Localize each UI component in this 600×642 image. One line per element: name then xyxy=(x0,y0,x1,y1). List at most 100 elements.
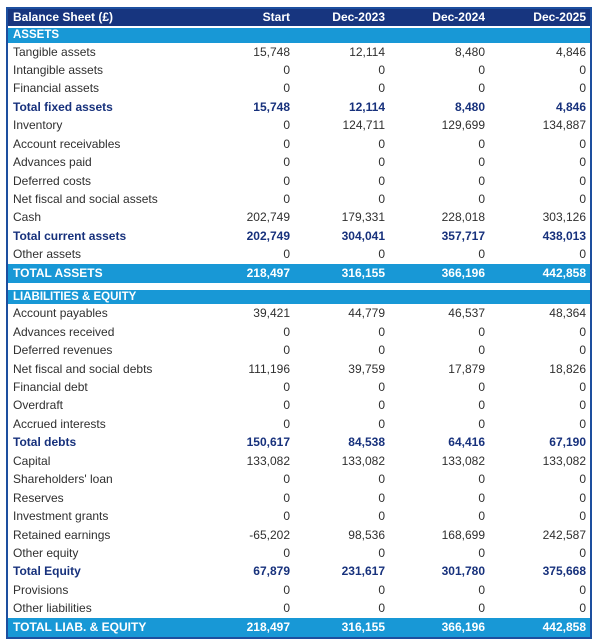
cell-value: 18,826 xyxy=(549,361,586,376)
cell-value: 129,699 xyxy=(441,118,485,133)
cell-value: 0 xyxy=(378,343,385,358)
cell-value: 202,749 xyxy=(246,228,290,243)
cell-value: 0 xyxy=(478,398,485,413)
cell-value: 4,846 xyxy=(555,99,586,114)
row-label: Capital xyxy=(13,453,51,468)
table-row: Account receivables 0 0 0 0 xyxy=(8,134,590,154)
cell-value: 0 xyxy=(478,472,485,487)
cell-value: 0 xyxy=(378,601,385,616)
cell-value: 39,421 xyxy=(253,306,290,321)
cell-value: 0 xyxy=(283,247,290,262)
row-label: Total debts xyxy=(13,435,77,450)
row-label: Other assets xyxy=(13,247,82,262)
table-row: Provisions 0 0 0 0 xyxy=(8,580,590,600)
table-body: ASSETS Tangible assets 15,748 12,114 8,480 4,… xyxy=(8,28,590,637)
section-title: ASSETS xyxy=(13,29,60,41)
section-gap xyxy=(8,282,590,290)
cell-value: 64,416 xyxy=(448,435,485,450)
cell-value: 0 xyxy=(378,490,385,505)
cell-value: 0 xyxy=(579,343,586,358)
cell-value: 0 xyxy=(579,490,586,505)
table-row: Deferred costs 0 0 0 0 xyxy=(8,171,590,190)
cell-value: 8,480 xyxy=(454,99,485,114)
cell-value: 0 xyxy=(283,582,290,597)
row-label: Other liabilities xyxy=(13,601,92,616)
cell-value: 0 xyxy=(283,472,290,487)
table-row: Cash 202,749 179,331 228,018 303,126 xyxy=(8,208,590,227)
table-row: Account payables 39,421 44,779 46,537 48,364 xyxy=(8,304,590,323)
table-row: Total Equity 67,879 231,617 301,780 375,668 xyxy=(8,562,590,581)
cell-value: 0 xyxy=(478,582,485,597)
cell-value: 124,711 xyxy=(342,118,386,133)
cell-value: 0 xyxy=(579,398,586,413)
cell-value: 0 xyxy=(378,324,385,339)
cell-value: 0 xyxy=(378,398,385,413)
cell-value: 0 xyxy=(579,173,586,188)
cell-value: 0 xyxy=(283,509,290,524)
table-row: Other assets 0 0 0 0 xyxy=(8,245,590,264)
cell-value: 0 xyxy=(283,343,290,358)
table-row: Overdraft 0 0 0 0 xyxy=(8,396,590,415)
row-label: Accrued interests xyxy=(13,416,106,431)
row-label: Advances received xyxy=(13,324,115,339)
cell-value: 0 xyxy=(283,192,290,206)
cell-value: 15,748 xyxy=(253,44,290,59)
table-row: Investment grants 0 0 0 0 xyxy=(8,507,590,526)
total-label: TOTAL ASSETS xyxy=(13,265,103,280)
cell-value: 303,126 xyxy=(542,210,586,225)
cell-value: 67,879 xyxy=(253,564,290,579)
cell-value: 0 xyxy=(579,472,586,487)
row-label: Financial assets xyxy=(13,81,100,96)
row-label: Total Equity xyxy=(13,564,81,579)
table-row: Retained earnings -65,202 98,536 168,699 242… xyxy=(8,525,590,544)
cell-value: 0 xyxy=(579,601,586,616)
cell-value: 231,617 xyxy=(341,564,385,579)
cell-value: 0 xyxy=(478,173,485,188)
table-row: Other equity 0 0 0 0 xyxy=(8,543,590,563)
cell-value: 0 xyxy=(579,509,586,524)
section-total-row: TOTAL LIAB. & EQUITY 218,497 316,155 366,19… xyxy=(8,617,590,637)
cell-value: 133,082 xyxy=(542,453,586,468)
cell-value: 168,699 xyxy=(441,527,485,542)
table-row: Deferred revenues 0 0 0 0 xyxy=(8,341,590,360)
cell-value: 0 xyxy=(579,155,586,170)
column-header-dec-2023: Dec-2023 xyxy=(332,10,385,24)
column-header-start: Start xyxy=(262,10,290,24)
cell-value: 150,617 xyxy=(246,435,290,450)
section-header-row: ASSETS xyxy=(8,28,590,43)
row-label: Financial debt xyxy=(13,380,88,394)
cell-value: 0 xyxy=(378,247,385,262)
section-total-row: TOTAL ASSETS 218,497 316,155 366,196 442,858 xyxy=(8,263,590,283)
row-label: Net fiscal and social debts xyxy=(13,361,153,376)
cell-value: 48,364 xyxy=(549,306,586,321)
row-label: Deferred revenues xyxy=(13,343,113,358)
cell-value: 0 xyxy=(478,62,485,77)
cell-value: 0 xyxy=(283,118,290,133)
balance-sheet-table: Balance Sheet (£) Start Dec-2023 Dec-202… xyxy=(6,7,592,639)
total-value: 218,497 xyxy=(246,265,290,280)
cell-value: 111,196 xyxy=(248,361,290,376)
cell-value: 0 xyxy=(378,136,385,151)
total-value: 366,196 xyxy=(441,265,485,280)
table-title: Balance Sheet (£) xyxy=(13,10,114,24)
cell-value: 0 xyxy=(283,380,290,394)
cell-value: 228,018 xyxy=(441,210,485,225)
cell-value: 134,887 xyxy=(542,118,586,133)
table-header-row: Balance Sheet (£) Start Dec-2023 Dec-202… xyxy=(8,9,590,26)
table-row: Total current assets 202,749 304,041 357,71… xyxy=(8,226,590,246)
row-label: Retained earnings xyxy=(13,527,111,542)
total-value: 316,155 xyxy=(341,265,385,280)
cell-value: 0 xyxy=(478,545,485,560)
cell-value: 0 xyxy=(283,545,290,560)
cell-value: 0 xyxy=(378,509,385,524)
cell-value: 0 xyxy=(579,324,586,339)
row-label: Intangible assets xyxy=(13,62,104,77)
cell-value: 179,331 xyxy=(341,210,385,225)
cell-value: 0 xyxy=(478,380,485,394)
cell-value: 0 xyxy=(378,545,385,560)
cell-value: 84,538 xyxy=(348,435,385,450)
table-row: Inventory 0 124,711 129,699 134,887 xyxy=(8,116,590,135)
cell-value: 0 xyxy=(579,582,586,597)
cell-value: 202,749 xyxy=(246,210,290,225)
cell-value: 0 xyxy=(579,545,586,560)
